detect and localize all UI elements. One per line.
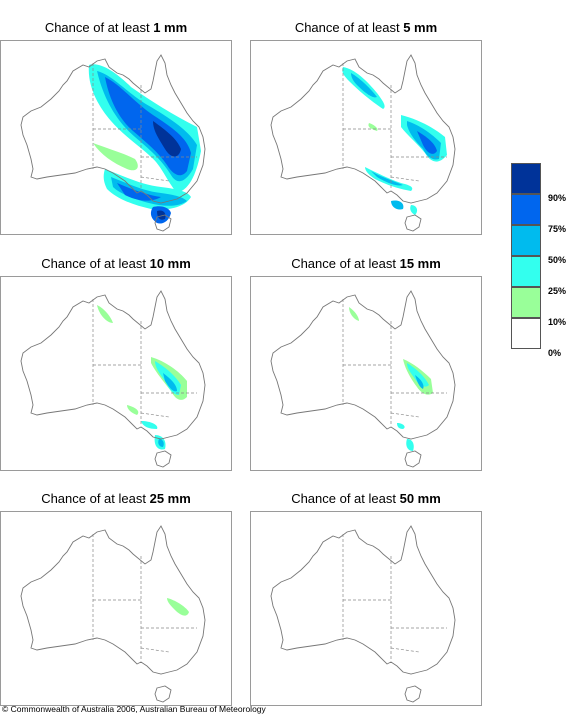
legend-swatch-90 <box>511 163 541 194</box>
legend-swatch-75 <box>511 194 541 225</box>
panel-title-10mm: Chance of at least 10 mm <box>41 256 191 271</box>
legend-swatch-50 <box>511 225 541 256</box>
map-5mm <box>250 40 482 235</box>
panel-title-5mm: Chance of at least 5 mm <box>294 20 438 35</box>
australia-outline-1mm <box>20 54 206 232</box>
rain-overlay-25mm <box>167 598 189 616</box>
state-borders-5mm <box>342 63 447 189</box>
legend-label-0: 0% <box>548 348 562 358</box>
australia-outline-5mm <box>270 54 456 232</box>
legend-label-75: 75% <box>548 224 567 234</box>
state-borders-25mm <box>92 534 197 660</box>
panel-title-15mm: Chance of at least 15 mm <box>291 256 441 271</box>
panel-title-50mm: Chance of at least 50 mm <box>291 491 441 506</box>
map-1mm <box>0 40 232 235</box>
map-25mm <box>0 511 232 706</box>
australia-outline-15mm <box>270 290 456 468</box>
legend-swatch-25 <box>511 256 541 287</box>
state-borders-1mm <box>92 63 197 189</box>
australia-outline-50mm <box>270 525 456 703</box>
rain-overlay-15mm <box>349 307 433 451</box>
panel-title-25mm: Chance of at least 25 mm <box>41 491 191 506</box>
australia-outline-10mm <box>20 290 206 468</box>
rain-overlay-10mm <box>97 305 187 450</box>
map-50mm <box>250 511 482 706</box>
australia-outline-25mm <box>20 525 206 703</box>
legend-swatch-10 <box>511 287 541 318</box>
legend-swatch-0 <box>511 318 541 349</box>
copyright-notice: © Commonwealth of Australia 2006, Austra… <box>2 704 266 714</box>
rain-overlay-5mm <box>342 67 447 215</box>
legend-label-25: 25% <box>548 286 567 296</box>
rain-overlay-1mm <box>88 64 201 224</box>
legend-label-50: 50% <box>548 255 567 265</box>
state-borders-50mm <box>342 534 447 660</box>
state-borders-15mm <box>342 299 447 425</box>
state-borders-10mm <box>92 299 197 425</box>
legend-label-10: 10% <box>548 317 567 327</box>
map-15mm <box>250 276 482 471</box>
panel-title-1mm: Chance of at least 1 mm <box>44 20 188 35</box>
legend-label-90: 90% <box>548 193 567 203</box>
map-10mm <box>0 276 232 471</box>
